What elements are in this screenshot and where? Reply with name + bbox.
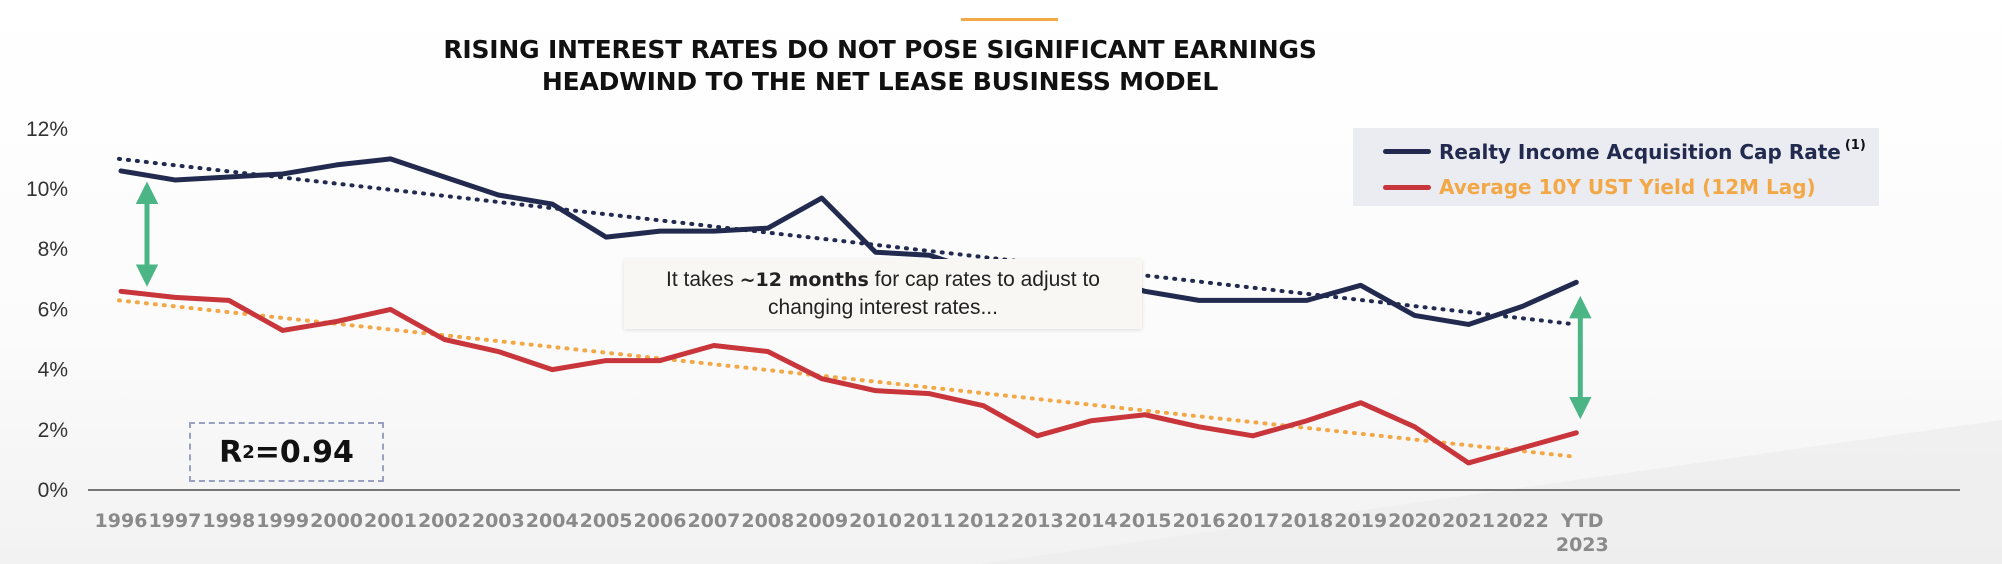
x-tick-label: 1997 (148, 510, 201, 532)
series-line (118, 288, 1579, 466)
x-tick-label: 2013 (1011, 510, 1064, 532)
r-squared-box: R 2 =0.94 (189, 422, 384, 482)
x-tick-label: 2005 (580, 510, 633, 532)
y-tick-label: 0% (38, 479, 68, 502)
legend-swatch-ust (1383, 184, 1431, 190)
callout-box: It takes ~12 months for cap rates to adj… (624, 259, 1142, 329)
x-tick-label: 2010 (849, 510, 902, 532)
series-lines (118, 156, 1579, 466)
chart-title-line-2: HEADWIND TO THE NET LEASE BUSINESS MODEL (541, 67, 1219, 96)
legend-text-cap-rate: Realty Income Acquisition Cap Rate (1439, 140, 1841, 164)
legend-footnote: (1) (1844, 138, 1866, 153)
y-tick-label: 8% (38, 238, 68, 261)
trendlines (117, 156, 1579, 459)
x-tick-label: 1996 (95, 510, 148, 532)
y-tick-label: 4% (38, 359, 68, 382)
x-tick-label: 2006 (634, 510, 687, 532)
r-squared-value: =0.94 (254, 434, 354, 470)
x-axis: 1996 1997 1998 1999 2000 2001 2002 2003 2004 2005… (88, 489, 1960, 556)
y-axis: 0% 2% 4% 6% 8% 10% 12% (26, 118, 68, 502)
callout-line-2: changing interest rates... (768, 296, 998, 319)
y-tick-label: 2% (38, 419, 68, 442)
title-accent-rule (961, 18, 1058, 21)
y-tick-label: 10% (26, 178, 68, 201)
callout-text-bold: ~12 months (739, 269, 869, 291)
chart-title: RISING INTEREST RATES DO NOT POSE SIGNIF… (0, 34, 1760, 98)
x-tick-label: 2018 (1280, 510, 1333, 532)
x-tick-label: 2008 (741, 510, 794, 532)
x-tick-label: 2019 (1334, 510, 1387, 532)
gap-arrows (135, 181, 1592, 420)
r-squared-superscript: 2 (242, 441, 255, 463)
x-tick-label: 2001 (364, 510, 417, 532)
x-tick-label: 2002 (418, 510, 471, 532)
x-tick-label: 2007 (687, 510, 740, 532)
x-tick-label: 2003 (472, 510, 525, 532)
x-tick-label: 2016 (1173, 510, 1226, 532)
y-tick-label: 12% (26, 118, 68, 141)
x-tick-label: 2014 (1065, 510, 1118, 532)
x-tick-label: 2012 (957, 510, 1010, 532)
legend: Realty Income Acquisition Cap Rate (1) Av… (1353, 128, 1879, 206)
x-tick-label: 2017 (1226, 510, 1279, 532)
x-tick-label: YTD 2023 (1556, 510, 1609, 556)
x-tick-label: 2020 (1388, 510, 1441, 532)
legend-label-ust: Average 10Y UST Yield (12M Lag) (1439, 175, 1816, 199)
chart-title-line-1: RISING INTEREST RATES DO NOT POSE SIGNIF… (443, 35, 1317, 64)
legend-item-cap-rate: Realty Income Acquisition Cap Rate (1) (1383, 136, 1866, 166)
x-tick-label: 1998 (202, 510, 255, 532)
series-line (118, 156, 1579, 327)
background-panel (980, 420, 2002, 564)
legend-label-cap-rate: Realty Income Acquisition Cap Rate (1) (1439, 138, 1866, 164)
r-squared-label: R (219, 434, 243, 470)
x-tick-label: 2000 (310, 510, 363, 532)
callout-text-pre: It takes (666, 268, 740, 291)
legend-swatch-cap-rate (1383, 148, 1431, 154)
background-decoration (980, 420, 2002, 564)
trendline (117, 156, 1579, 327)
x-tick-label: 2004 (526, 510, 579, 532)
trendline (117, 298, 1579, 459)
x-tick-label: 1999 (256, 510, 309, 532)
legend-item-ust: Average 10Y UST Yield (12M Lag) (1383, 172, 1816, 202)
x-tick-label: 2022 (1496, 510, 1549, 532)
x-tick-label: 2015 (1119, 510, 1172, 532)
x-tick-label: 2011 (903, 510, 956, 532)
callout-line-1: It takes ~12 months for cap rates to adj… (666, 266, 1100, 294)
x-tick-label: 2009 (795, 510, 848, 532)
callout-text-post: for cap rates to adjust to (868, 268, 1100, 291)
y-tick-label: 6% (38, 298, 68, 321)
x-tick-label: 2021 (1442, 510, 1495, 532)
